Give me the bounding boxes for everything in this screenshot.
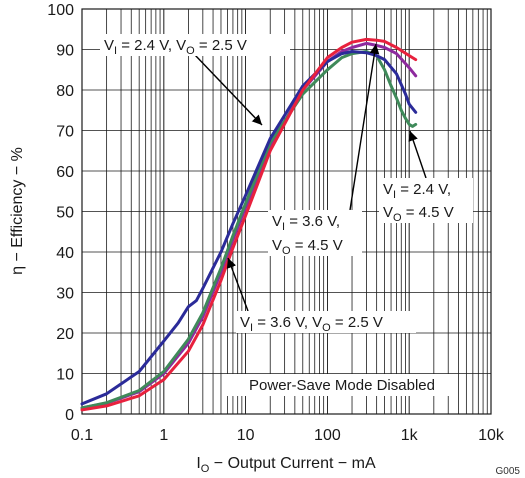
- y-tick-label: 40: [56, 245, 74, 262]
- x-tick-label: 1: [159, 427, 168, 444]
- x-tick-label: 1k: [401, 427, 419, 444]
- figure-code: G005: [496, 466, 521, 477]
- power-save-annotation: Power-Save Mode Disabled: [249, 377, 435, 394]
- annotation-box: [226, 374, 458, 396]
- y-tick-label: 30: [56, 286, 74, 303]
- series-label-green: VI = 2.4 V,: [383, 181, 451, 201]
- label-leader-red: [226, 257, 249, 312]
- y-tick-label: 90: [56, 43, 74, 60]
- y-tick-label: 80: [56, 83, 74, 100]
- y-tick-label: 20: [56, 326, 74, 343]
- y-tick-label: 70: [56, 124, 74, 141]
- x-axis-title-sub: O: [201, 463, 210, 475]
- label-box-red: [236, 311, 416, 333]
- series-label-blue: VO = 4.5 V: [272, 237, 343, 257]
- series-label-red: VI = 3.6 V, VO = 2.5 V: [240, 314, 383, 334]
- x-axis-title: IO − Output Current − mA: [196, 455, 376, 475]
- series-line-green: [80, 50, 418, 410]
- x-tick-label: 0.1: [71, 427, 93, 444]
- label-leader-blue: [349, 43, 380, 211]
- y-axis-title: η − Efficiency − %: [9, 147, 26, 275]
- series-label-blue: VI = 3.6 V,: [272, 213, 340, 233]
- x-axis-title-main: I: [196, 455, 200, 472]
- label-box-purple: [100, 34, 290, 56]
- series-label-green: VO = 4.5 V: [383, 204, 454, 224]
- label-box-blue: [268, 210, 362, 256]
- series-line-purple: [80, 41, 418, 410]
- x-tick-label: 100: [314, 427, 341, 444]
- tick-labels: 0.1 1 10 100 1k 10k 0 10 20 30 40 50 60 70 80 90 100: [47, 2, 505, 444]
- y-tick-label: 10: [56, 367, 74, 384]
- series-labels: VI = 2.4 V, VO = 2.5 V VI = 2.4 V, VO = 4.…: [100, 34, 473, 334]
- x-tick-label: 10k: [478, 427, 505, 444]
- y-tick-label: 0: [65, 407, 74, 424]
- label-leader-purple: [194, 54, 263, 126]
- y-tick-label: 60: [56, 164, 74, 181]
- y-tick-label: 100: [47, 2, 74, 19]
- series-line-red: [80, 37, 418, 412]
- x-tick-label: 10: [237, 427, 255, 444]
- x-axis-title-rest: − Output Current − mA: [209, 455, 376, 472]
- series-label-purple: VI = 2.4 V, VO = 2.5 V: [104, 37, 247, 57]
- series-curves: [80, 37, 418, 412]
- label-leader-green: [408, 130, 427, 179]
- y-tick-label: 50: [56, 205, 74, 222]
- plot-frame: [81, 8, 492, 415]
- label-box-green: [379, 178, 473, 223]
- series-line-blue: [80, 50, 418, 406]
